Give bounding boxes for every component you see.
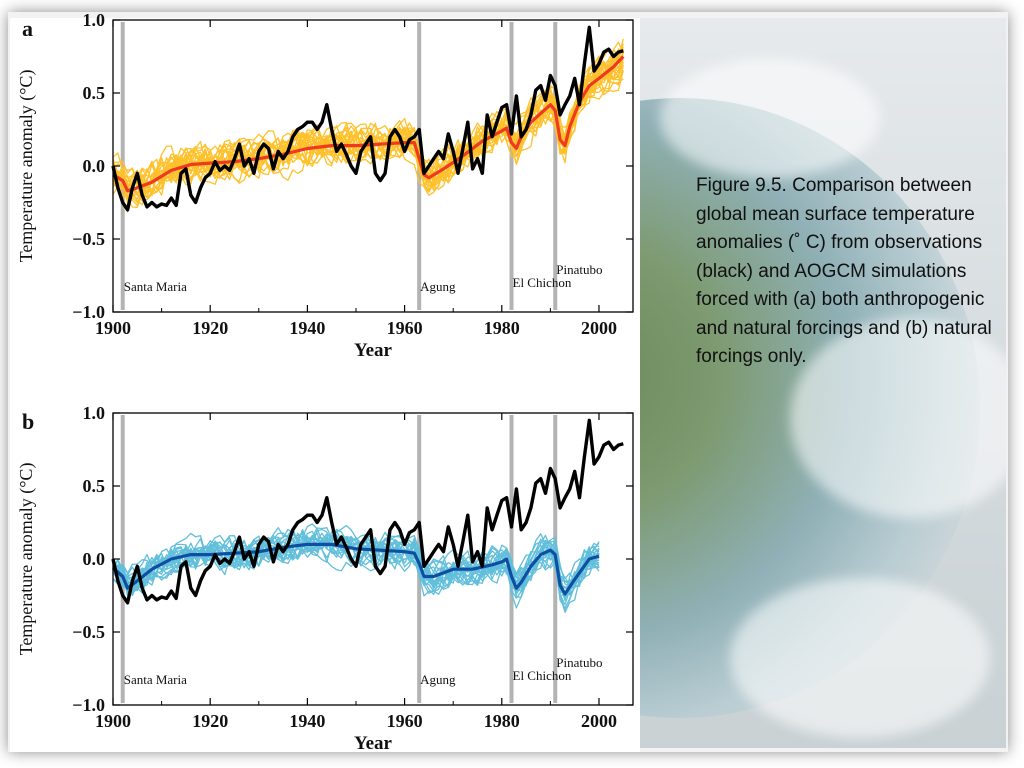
x-tick-label: 1940 bbox=[289, 318, 325, 338]
eruption-label: El Chichon bbox=[513, 275, 572, 290]
x-tick-label: 1980 bbox=[484, 318, 520, 338]
y-tick-label: −0.5 bbox=[72, 229, 105, 249]
x-tick-label: 2000 bbox=[581, 711, 617, 731]
observations-line bbox=[111, 25, 624, 212]
eruption-label: Agung bbox=[420, 279, 456, 294]
x-tick-label: 1900 bbox=[95, 318, 131, 338]
x-axis-title: Year bbox=[354, 733, 393, 754]
ensemble-member-line bbox=[112, 523, 600, 588]
y-axis-title: Temperature anomaly (°C) bbox=[16, 70, 37, 263]
x-axis-title: Year bbox=[354, 340, 393, 361]
eruption-label: El Chichon bbox=[513, 668, 572, 683]
x-tick-label: 1900 bbox=[95, 711, 131, 731]
eruption-label: Santa Maria bbox=[124, 672, 187, 687]
y-axis-title: Temperature anomaly (°C) bbox=[16, 463, 37, 656]
ensemble-member-line bbox=[112, 50, 624, 199]
y-tick-label: 1.0 bbox=[83, 10, 106, 30]
ensemble-mean-line bbox=[112, 55, 625, 193]
x-tick-label: 1960 bbox=[387, 711, 423, 731]
y-tick-label: 0.0 bbox=[83, 156, 106, 176]
ensemble-member-line bbox=[112, 52, 624, 194]
ensemble-member-line bbox=[112, 533, 600, 596]
panel-label: a bbox=[22, 16, 33, 41]
cloud-shape bbox=[730, 578, 990, 738]
y-tick-label: 0.5 bbox=[83, 476, 106, 496]
eruption-label: Santa Maria bbox=[124, 279, 187, 294]
y-tick-label: −1.0 bbox=[72, 302, 105, 322]
x-tick-label: 2000 bbox=[581, 318, 617, 338]
observations-line bbox=[111, 418, 624, 605]
figure-caption: Figure 9.5. Comparison between global me… bbox=[696, 175, 992, 367]
y-tick-label: 0.0 bbox=[83, 549, 106, 569]
eruption-label: Pinatubo bbox=[556, 655, 602, 670]
x-tick-label: 1940 bbox=[289, 711, 325, 731]
ensemble-member-line bbox=[112, 60, 624, 194]
eruption-label: Pinatubo bbox=[556, 262, 602, 277]
y-tick-label: 0.5 bbox=[83, 83, 106, 103]
ensemble-member-line bbox=[112, 50, 624, 196]
x-tick-label: 1960 bbox=[387, 318, 423, 338]
cloud-shape bbox=[660, 58, 880, 178]
panel-label: b bbox=[22, 409, 34, 434]
x-tick-label: 1980 bbox=[484, 711, 520, 731]
x-tick-label: 1920 bbox=[192, 711, 228, 731]
y-tick-label: 1.0 bbox=[83, 403, 106, 423]
cloud-shape bbox=[790, 318, 1006, 518]
y-tick-label: −0.5 bbox=[72, 622, 105, 642]
y-tick-label: −1.0 bbox=[72, 695, 105, 715]
x-tick-label: 1920 bbox=[192, 318, 228, 338]
earth-background-image bbox=[640, 18, 1006, 748]
ensemble-mean-line bbox=[111, 542, 600, 596]
eruption-label: Agung bbox=[420, 672, 456, 687]
